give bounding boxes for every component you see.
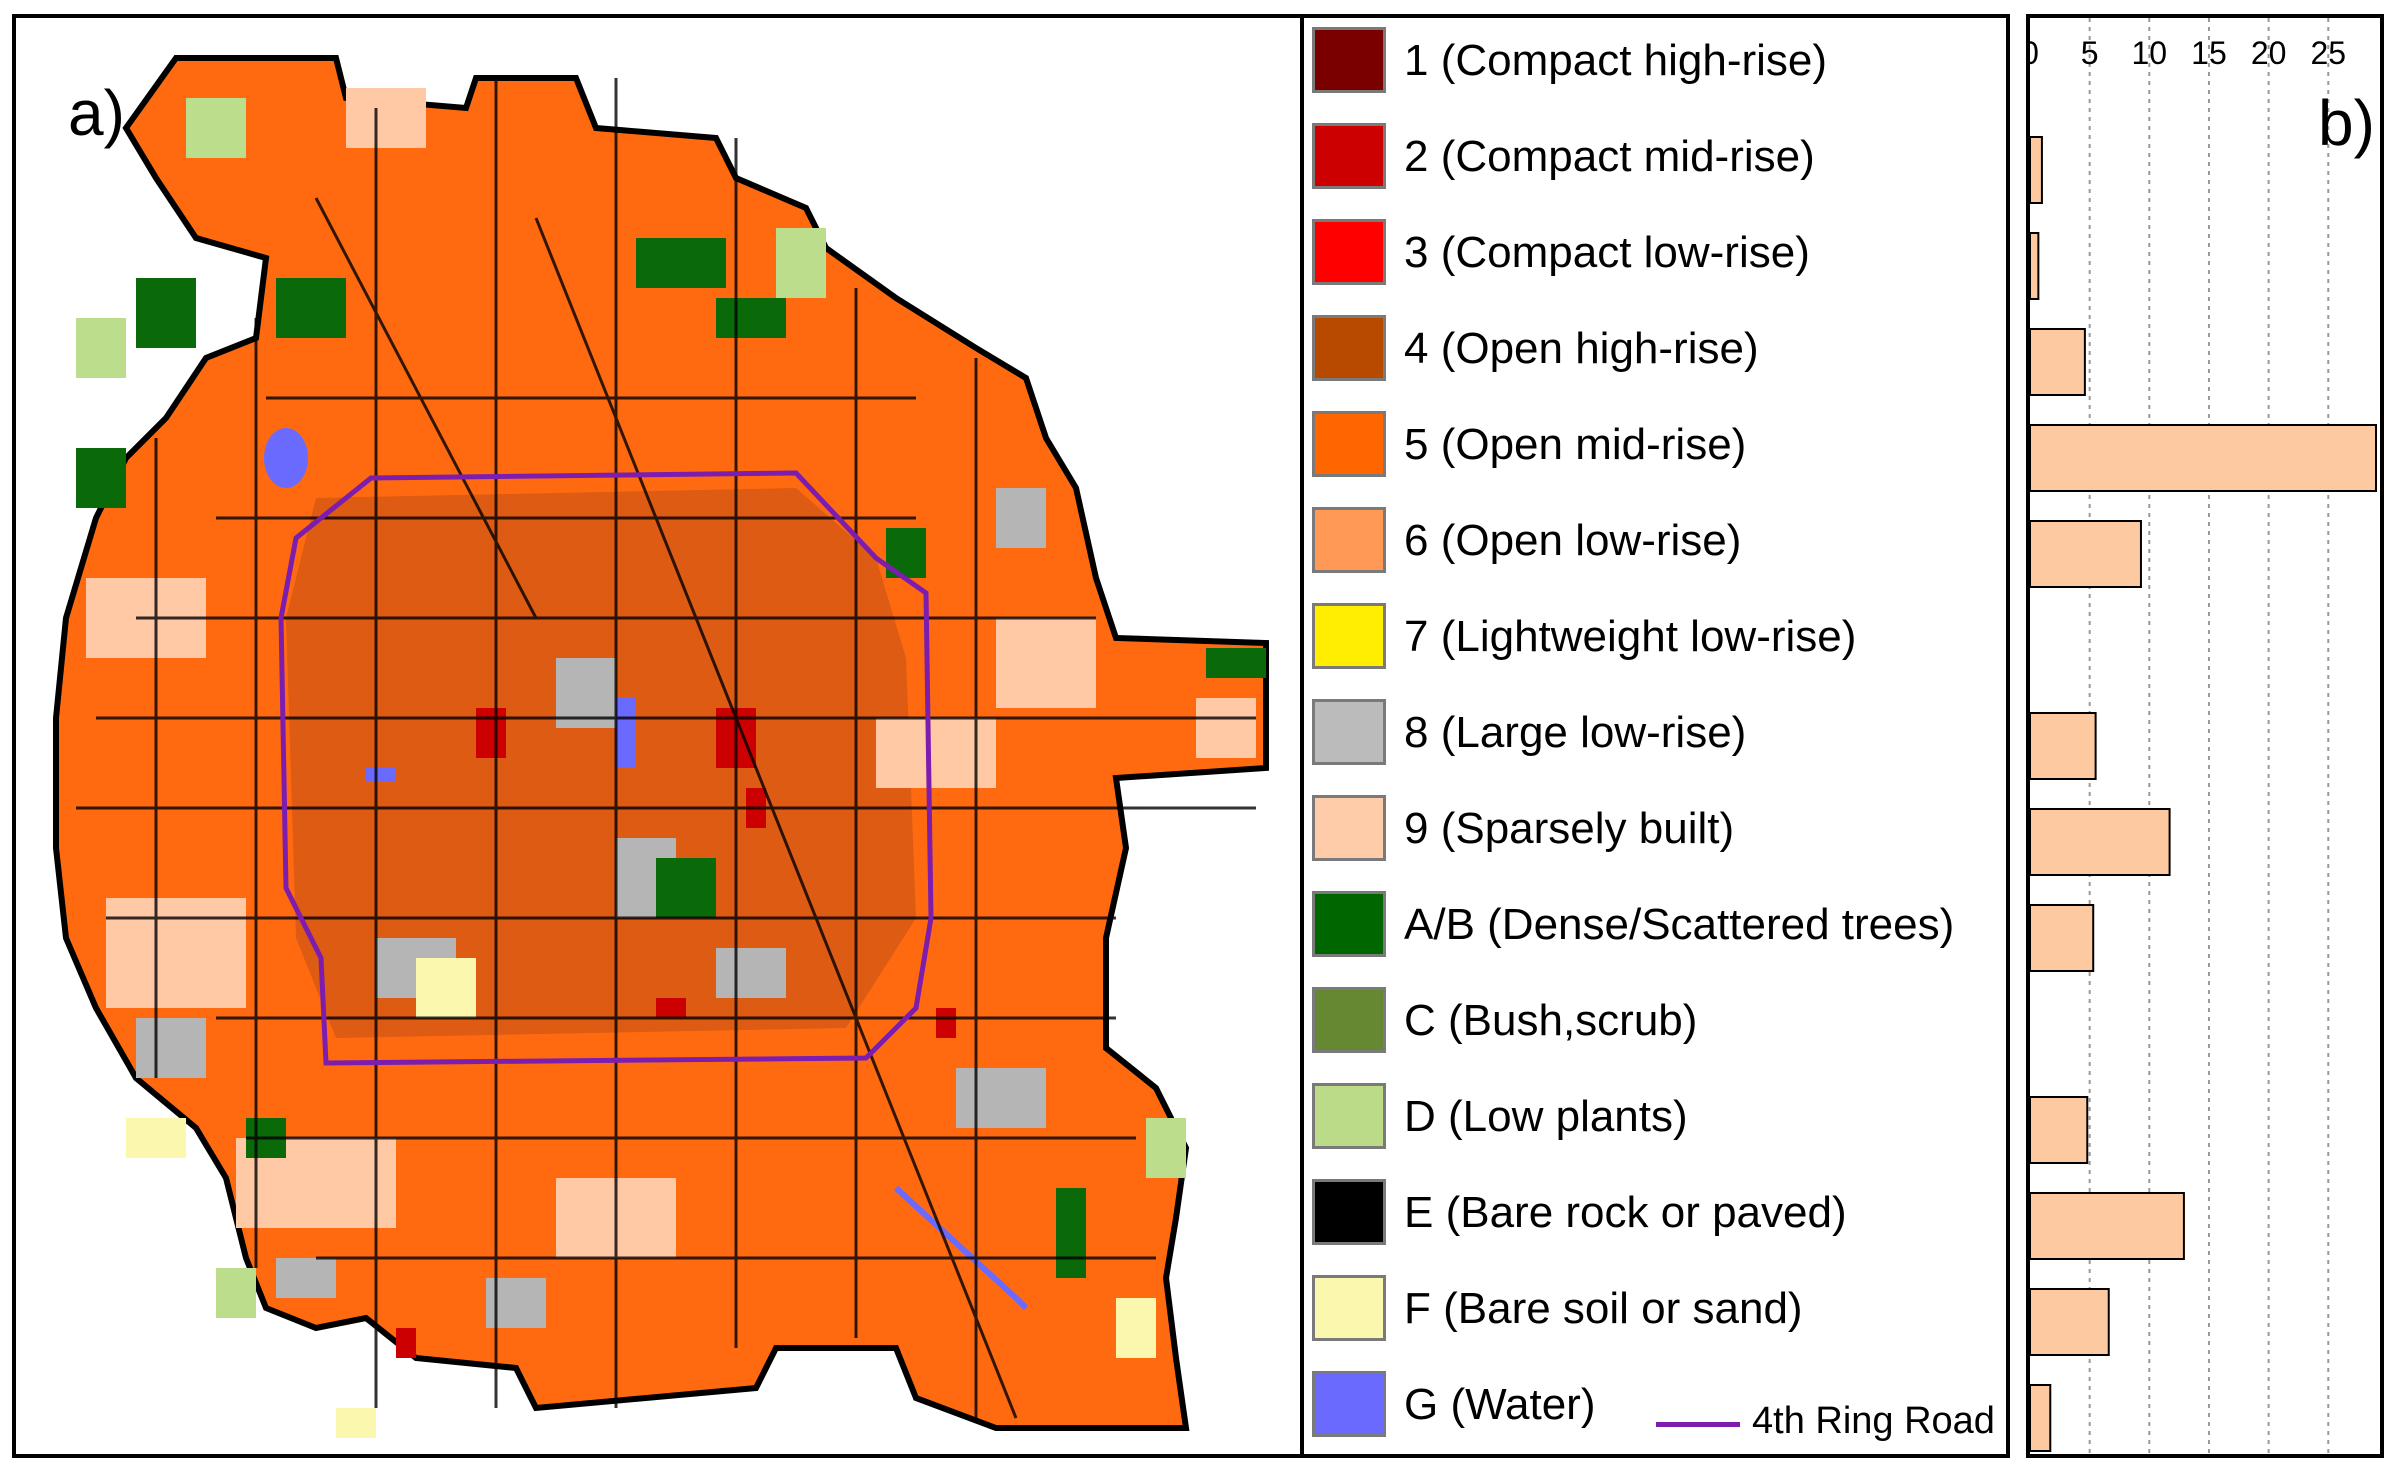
bar-e [2029,1192,2185,1260]
legend-swatch [1312,315,1386,381]
x-tick-label: 10 [2132,35,2168,71]
x-tick-label: 25 [2310,35,2346,71]
bar-4 [2029,328,2086,396]
bar-8 [2029,712,2097,780]
legend-swatch [1312,1083,1386,1149]
legend-divider [1300,14,1304,1458]
legend-label: F (Bare soil or sand) [1404,1284,1803,1333]
ring-road-legend-label: 4th Ring Road [1752,1400,1995,1442]
bar-d [2029,1096,2089,1164]
bar-3 [2029,232,2040,300]
legend-swatch [1312,795,1386,861]
bar-chart: 0 5 10 15 20 25 [2026,14,2384,1458]
legend-swatch [1312,987,1386,1053]
legend-label: 8 (Large low-rise) [1404,708,1747,757]
legend-label: C (Bush,scrub) [1404,996,1698,1045]
lcz-map [53,55,1269,1438]
legend-swatch [1312,27,1386,93]
road-network [76,78,1256,1419]
legend-label: 1 (Compact high-rise) [1404,36,1828,85]
bar-9 [2029,808,2171,876]
dense-core [286,488,916,1038]
panel-b-label: b) [2318,87,2375,159]
ring-road-legend-line [1656,1422,1740,1427]
x-tick-label: 0 [2026,35,2039,71]
legend-swatch [1312,411,1386,477]
legend-label: G (Water) [1404,1380,1596,1429]
legend-label: 2 (Compact mid-rise) [1404,132,1815,181]
legend-swatch [1312,1275,1386,1341]
bar-g [2029,1384,2052,1452]
x-tick-label: 20 [2251,35,2287,71]
legend-swatch [1312,891,1386,957]
map-panel: a) [12,14,2010,1458]
water-bodies [264,428,1029,1311]
legend-label: 3 (Compact low-rise) [1404,228,1810,277]
legend-swatch [1312,1371,1386,1437]
low-plant-patches [76,98,1186,1318]
legend-label: 7 (Lightweight low-rise) [1404,612,1857,661]
large-lowrise-patches [136,488,1046,1328]
legend-label: A/B (Dense/Scattered trees) [1404,900,1955,949]
legend-swatch [1312,219,1386,285]
legend-label: 5 (Open mid-rise) [1404,420,1747,469]
x-tick-label: 5 [2081,35,2099,71]
legend-swatch [1312,699,1386,765]
legend-swatch [1312,123,1386,189]
legend-label: 4 (Open high-rise) [1404,324,1759,373]
panel-a-label: a) [68,77,125,149]
legend-swatch [1312,603,1386,669]
legend-label: E (Bare rock or paved) [1404,1188,1847,1237]
bar-2 [2029,136,2043,204]
bar-6 [2029,520,2142,588]
legend-label: 6 (Open low-rise) [1404,516,1742,565]
bar-f [2029,1288,2110,1356]
legend-swatch [1312,507,1386,573]
bar-chart-panel: 0 5 10 15 20 25 b) [2026,14,2384,1458]
bar-a-b [2029,904,2095,972]
legend-label: 9 (Sparsely built) [1404,804,1735,853]
legend-label: D (Low plants) [1404,1092,1688,1141]
ring-road-line [278,470,934,1066]
bar-chart-frame [2026,14,2384,1458]
bar-5 [2029,424,2377,492]
legend-swatch [1312,1179,1386,1245]
bare-soil-patches [126,958,1156,1438]
x-tick-label: 15 [2191,35,2227,71]
